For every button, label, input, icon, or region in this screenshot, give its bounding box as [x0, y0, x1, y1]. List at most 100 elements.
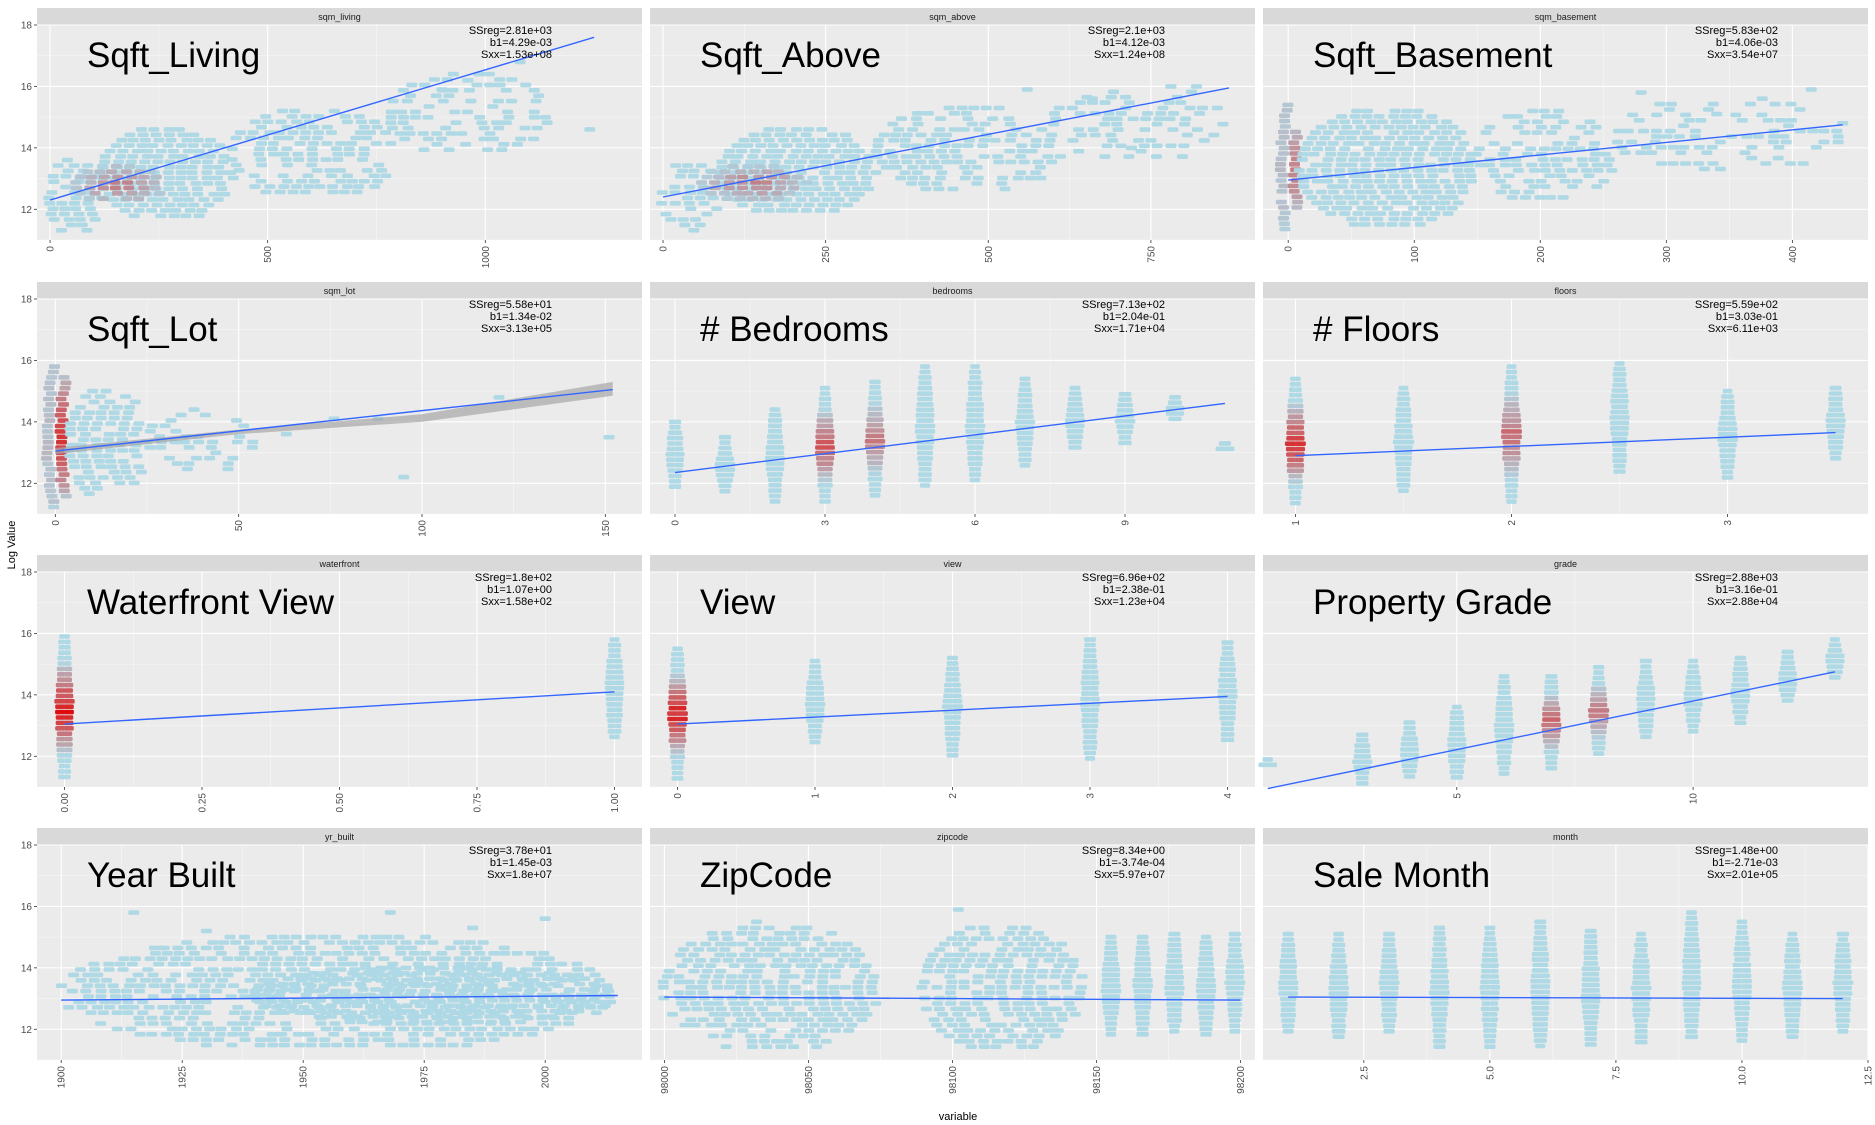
density-bin — [1394, 445, 1413, 450]
density-bin — [1136, 1026, 1149, 1032]
density-bin — [1197, 1005, 1215, 1010]
density-bin — [1400, 173, 1412, 179]
density-bin — [80, 464, 92, 469]
density-bin — [1611, 404, 1628, 409]
density-bin — [822, 175, 834, 181]
density-bin — [895, 175, 907, 181]
density-bin — [1388, 173, 1400, 179]
facet-overlay-title: View — [700, 583, 776, 622]
density-bin — [1528, 184, 1540, 189]
density-bin — [1328, 991, 1349, 996]
density-bin — [606, 702, 623, 707]
density-bin — [238, 1032, 250, 1037]
density-bin — [1068, 445, 1082, 450]
density-bin — [1380, 964, 1398, 969]
density-bin — [1229, 1029, 1241, 1034]
density-bin — [1164, 985, 1185, 991]
density-bin — [788, 185, 800, 191]
density-bin — [1101, 994, 1120, 999]
density-bin — [1683, 942, 1700, 948]
density-bin — [669, 727, 686, 733]
density-bin — [274, 1003, 286, 1008]
regression-stat: SSreg=1.8e+02 — [475, 572, 552, 584]
density-bin — [1583, 173, 1595, 179]
density-bin — [998, 1001, 1010, 1006]
density-bin — [84, 410, 95, 415]
density-bin — [1319, 135, 1331, 141]
density-bin — [526, 1032, 538, 1037]
density-bin — [947, 186, 959, 192]
density-bin — [1632, 975, 1650, 980]
density-bin — [546, 967, 558, 972]
density-bin — [677, 217, 689, 222]
density-bin — [1016, 430, 1034, 436]
density-bin — [1396, 472, 1411, 477]
density-bin — [558, 1003, 570, 1008]
density-bin — [56, 228, 67, 233]
density-bin — [343, 1037, 355, 1042]
density-bin — [1395, 418, 1412, 423]
density-bin — [172, 197, 184, 202]
density-bin — [1309, 130, 1321, 135]
density-bin — [321, 141, 333, 146]
density-bin — [1412, 216, 1424, 222]
density-bin — [1018, 1017, 1030, 1022]
density-bin — [1682, 975, 1701, 980]
density-bin — [511, 951, 523, 956]
density-bin — [1531, 968, 1549, 973]
density-bin — [1282, 1029, 1294, 1034]
density-bin — [1827, 434, 1844, 439]
density-bin — [869, 385, 881, 390]
density-bin — [769, 947, 781, 952]
density-bin — [912, 121, 924, 127]
density-bin — [573, 1003, 585, 1008]
density-bin — [87, 211, 98, 217]
density-bin — [1219, 661, 1236, 667]
density-bin — [44, 380, 56, 386]
density-bin — [206, 956, 218, 961]
density-bin — [790, 941, 802, 947]
density-bin — [708, 1012, 720, 1017]
density-bin — [1496, 701, 1513, 706]
density-bin — [795, 143, 807, 148]
density-bin — [1025, 968, 1037, 974]
density-bin — [150, 174, 162, 180]
density-bin — [183, 445, 195, 450]
density-bin — [677, 168, 688, 174]
density-bin — [262, 972, 274, 978]
density-bin — [1217, 121, 1229, 127]
density-bin — [464, 976, 475, 981]
density-bin — [931, 165, 943, 170]
density-bin — [1571, 178, 1583, 184]
density-bin — [1523, 189, 1535, 195]
density-bin — [500, 88, 512, 93]
density-bin — [324, 961, 336, 967]
density-bin — [1395, 461, 1412, 466]
density-bin — [300, 992, 312, 998]
density-bin — [127, 137, 139, 143]
density-bin — [412, 971, 423, 976]
density-bin — [1381, 1002, 1397, 1007]
regression-stat: Sxx=1.58e+02 — [481, 596, 552, 608]
density-bin — [1227, 942, 1242, 948]
x-tick-label: 2 — [1507, 520, 1518, 526]
density-bin — [356, 976, 368, 981]
density-bin — [530, 98, 542, 104]
density-bin — [358, 124, 370, 130]
density-bin — [1228, 953, 1242, 958]
density-bin — [972, 979, 984, 985]
density-bin — [1433, 931, 1446, 936]
density-bin — [1349, 114, 1361, 119]
y-tick-label: 14 — [21, 143, 33, 154]
density-bin — [1399, 157, 1411, 162]
density-bin — [162, 170, 174, 175]
density-bin — [1135, 148, 1147, 154]
regression-line — [674, 402, 1226, 474]
density-bin — [833, 963, 845, 968]
density-bin — [1530, 989, 1551, 995]
density-bin — [1583, 950, 1598, 955]
density-bin — [400, 978, 412, 983]
density-bin — [1278, 985, 1299, 991]
density-bin — [231, 418, 242, 423]
density-bin — [1685, 675, 1701, 680]
